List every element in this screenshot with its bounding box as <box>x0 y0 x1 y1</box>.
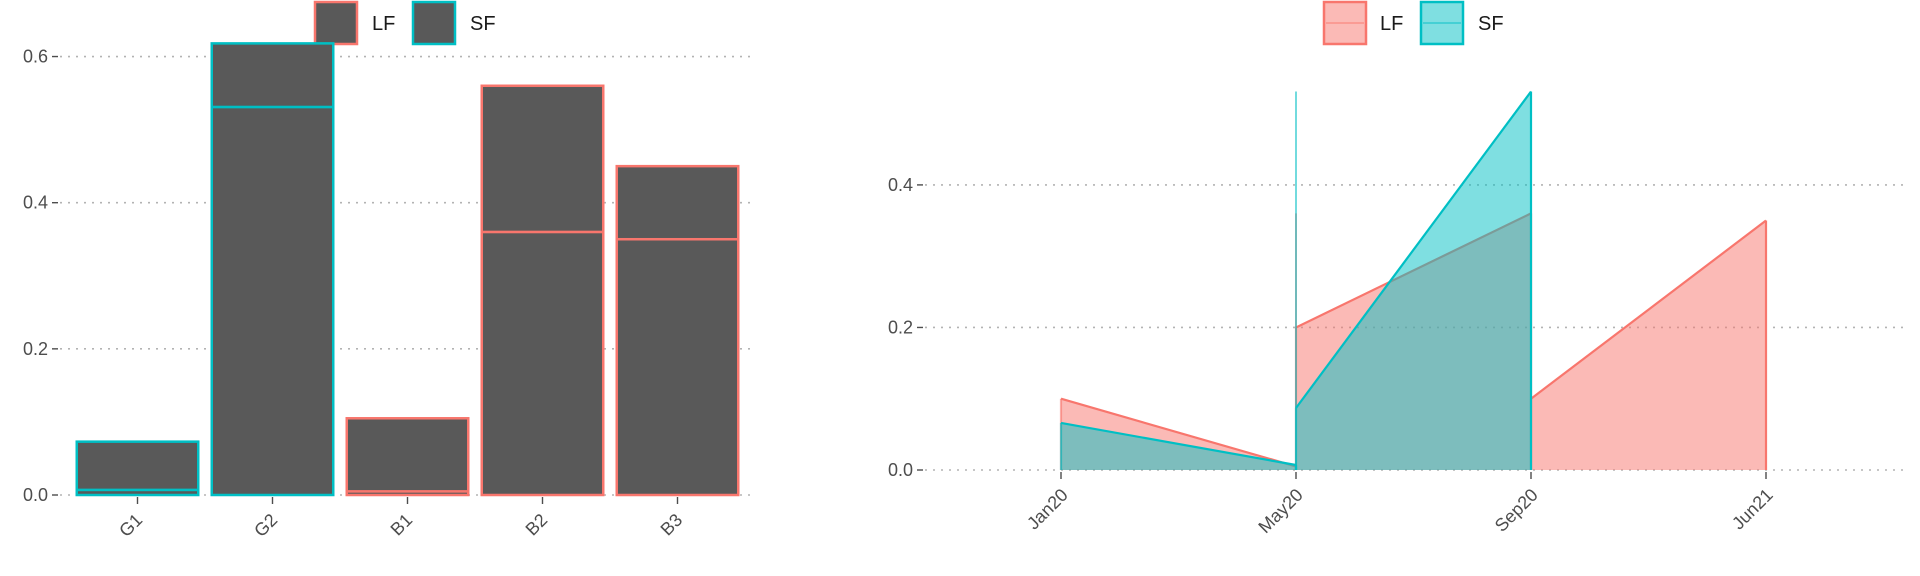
x-tick-label: Sep20 <box>1491 485 1542 536</box>
x-tick-label: May20 <box>1254 485 1306 537</box>
legend-label-lf-area: LF <box>1380 13 1403 35</box>
area-chart-panel: LF SF 0.0 0.2 0.4 Jan20 May20 Sep20 Jun21 <box>888 0 1905 537</box>
y-tick-label: 0.4 <box>23 193 48 213</box>
legend-label-sf-area: SF <box>1478 13 1504 35</box>
bar-segment-b2 <box>480 84 605 234</box>
bar-chart-panel: LF SF 0.0 0.2 0.4 0.6 G1 G2 B1 B2 B3 <box>23 0 755 541</box>
y-tick-label: 0.6 <box>23 47 48 67</box>
y-tick-label: 0.0 <box>23 485 48 505</box>
legend-key-lf <box>313 0 359 46</box>
area-chart-areas <box>1059 90 1768 471</box>
x-tick-label: G2 <box>250 510 281 541</box>
bar-segment-g2 <box>210 42 335 109</box>
x-tick-label: B3 <box>657 510 687 540</box>
y-tick-label: 0.2 <box>888 317 913 337</box>
legend-label-sf: SF <box>470 13 496 35</box>
x-tick-label: Jan20 <box>1023 485 1072 534</box>
y-tick-label: 0.0 <box>888 460 913 480</box>
legend-key-sf <box>411 0 457 46</box>
bar-segment-b1 <box>345 417 470 493</box>
line-lf <box>1060 397 1297 468</box>
area-sf <box>1061 422 1296 470</box>
bar-chart-bars <box>75 42 740 497</box>
bar-segment-b3 <box>615 237 740 497</box>
x-tick-label: B1 <box>387 510 417 540</box>
bar-segment-g1 <box>75 440 200 492</box>
x-tick-label: B2 <box>522 510 552 540</box>
bar-chart-axes: 0.0 0.2 0.4 0.6 G1 G2 B1 B2 B3 <box>23 47 686 541</box>
y-tick-label: 0.2 <box>23 339 48 359</box>
x-tick-label: Jun21 <box>1728 485 1777 534</box>
area-chart-legend: LF SF <box>1322 0 1504 46</box>
x-tick-label: G1 <box>115 510 146 541</box>
bar-segment-b3 <box>615 164 740 241</box>
bar-segment-b2 <box>480 230 605 497</box>
line-lf <box>1530 219 1767 400</box>
y-tick-label: 0.4 <box>888 175 913 195</box>
line-sf <box>1060 421 1297 467</box>
bar-segment-g2 <box>210 105 335 497</box>
area-sf <box>1296 91 1531 471</box>
legend-label-lf: LF <box>372 13 395 35</box>
area-lf <box>1531 220 1766 470</box>
bar-chart-legend: LF SF <box>313 0 496 46</box>
line-sf <box>1295 90 1532 409</box>
